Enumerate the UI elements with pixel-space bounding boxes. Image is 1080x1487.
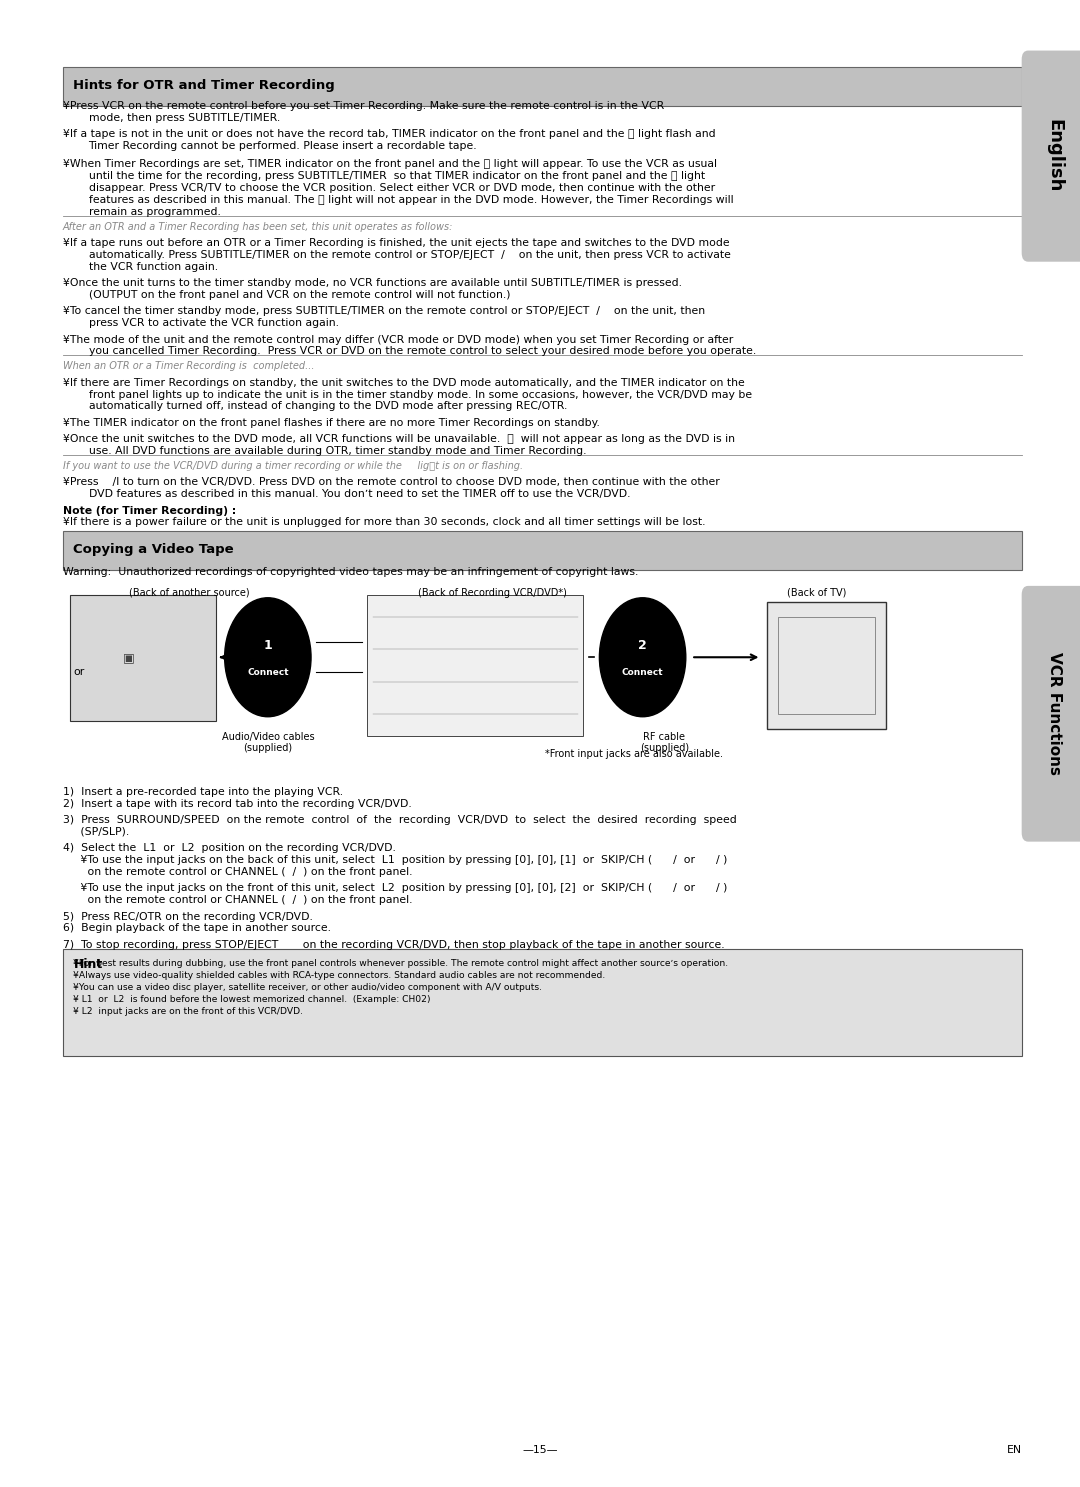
Text: After an OTR and a Timer Recording has been set, this unit operates as follows:: After an OTR and a Timer Recording has b… (63, 222, 453, 232)
Text: ¥To cancel the timer standby mode, press SUBTITLE/TIMER on the remote control or: ¥To cancel the timer standby mode, press… (63, 306, 705, 317)
Text: Hints for OTR and Timer Recording: Hints for OTR and Timer Recording (73, 79, 335, 92)
Text: press VCR to activate the VCR function again.: press VCR to activate the VCR function a… (89, 318, 338, 329)
Text: on the remote control or CHANNEL (  /  ) on the front panel.: on the remote control or CHANNEL ( / ) o… (63, 895, 413, 906)
Text: ¥If there is a power failure or the unit is unplugged for more than 30 seconds, : ¥If there is a power failure or the unit… (63, 517, 705, 528)
Text: ¥For best results during dubbing, use the front panel controls whenever possible: ¥For best results during dubbing, use th… (73, 959, 729, 968)
Text: (Back of Recording VCR/DVD*): (Back of Recording VCR/DVD*) (418, 587, 567, 598)
Text: RF cable
(supplied): RF cable (supplied) (639, 732, 689, 754)
Text: (Back of TV): (Back of TV) (787, 587, 846, 598)
Text: on the remote control or CHANNEL (  /  ) on the front panel.: on the remote control or CHANNEL ( / ) o… (63, 867, 413, 877)
Text: 2)  Insert a tape with its record tab into the recording VCR/DVD.: 2) Insert a tape with its record tab int… (63, 799, 411, 809)
Circle shape (225, 598, 311, 717)
Text: 2: 2 (638, 639, 647, 651)
Bar (63, 949, 1022, 1056)
Text: ▣: ▣ (123, 651, 134, 665)
Text: remain as programmed.: remain as programmed. (89, 207, 220, 217)
Text: the VCR function again.: the VCR function again. (89, 262, 218, 272)
Text: ¥ L1  or  L2  is found before the lowest memorized channel.  (Example: CH02): ¥ L1 or L2 is found before the lowest me… (73, 995, 431, 1004)
Text: ¥Press VCR on the remote control before you set Timer Recording. Make sure the r: ¥Press VCR on the remote control before … (63, 101, 664, 112)
Text: 4)  Select the  L1  or  L2  position on the recording VCR/DVD.: 4) Select the L1 or L2 position on the r… (63, 843, 395, 854)
Text: mode, then press SUBTITLE/TIMER.: mode, then press SUBTITLE/TIMER. (89, 113, 280, 123)
Text: DVD features as described in this manual. You donʼt need to set the TIMER off to: DVD features as described in this manual… (89, 489, 630, 500)
Text: ¥When Timer Recordings are set, TIMER indicator on the front panel and the ⓢ lig: ¥When Timer Recordings are set, TIMER in… (63, 159, 717, 170)
Text: English: English (1045, 119, 1063, 193)
Bar (778, 617, 875, 714)
Bar (63, 67, 1022, 106)
Text: until the time for the recording, press SUBTITLE/TIMER  so that TIMER indicator : until the time for the recording, press … (89, 171, 704, 181)
Text: Connect: Connect (247, 668, 288, 677)
Text: If you want to use the VCR/DVD during a timer recording or while the     ligⓢt i: If you want to use the VCR/DVD during a … (63, 461, 523, 471)
Text: When an OTR or a Timer Recording is  completed...: When an OTR or a Timer Recording is comp… (63, 361, 314, 372)
Text: EN: EN (1007, 1445, 1022, 1454)
Text: 1)  Insert a pre-recorded tape into the playing VCR.: 1) Insert a pre-recorded tape into the p… (63, 787, 342, 797)
Text: 7)  To stop recording, press STOP/EJECT       on the recording VCR/DVD, then sto: 7) To stop recording, press STOP/EJECT o… (63, 940, 725, 950)
Text: Hint: Hint (73, 958, 103, 971)
Text: 3)  Press  SURROUND/SPEED  on the remote  control  of  the  recording  VCR/DVD  : 3) Press SURROUND/SPEED on the remote co… (63, 815, 737, 825)
Text: 6)  Begin playback of the tape in another source.: 6) Begin playback of the tape in another… (63, 923, 330, 934)
Text: Timer Recording cannot be performed. Please insert a recordable tape.: Timer Recording cannot be performed. Ple… (89, 141, 477, 152)
Bar (767, 602, 886, 729)
Text: you cancelled Timer Recording.  Press VCR or DVD on the remote control to select: you cancelled Timer Recording. Press VCR… (89, 346, 756, 357)
Text: disappear. Press VCR/TV to choose the VCR position. Select either VCR or DVD mod: disappear. Press VCR/TV to choose the VC… (89, 183, 715, 193)
Text: ¥You can use a video disc player, satellite receiver, or other audio/video compo: ¥You can use a video disc player, satell… (73, 983, 542, 992)
Text: (Back of another source): (Back of another source) (129, 587, 249, 598)
Text: use. All DVD functions are available during OTR, timer standby mode and Timer Re: use. All DVD functions are available dur… (89, 446, 586, 457)
Text: Warning:  Unauthorized recordings of copyrighted video tapes may be an infringem: Warning: Unauthorized recordings of copy… (63, 567, 638, 577)
Circle shape (599, 598, 686, 717)
Text: Audio/Video cables
(supplied): Audio/Video cables (supplied) (221, 732, 314, 754)
Text: ¥If a tape runs out before an OTR or a Timer Recording is finished, the unit eje: ¥If a tape runs out before an OTR or a T… (63, 238, 729, 248)
Text: ¥Press    ∕I to turn on the VCR/DVD. Press DVD on the remote control to choose D: ¥Press ∕I to turn on the VCR/DVD. Press … (63, 477, 719, 488)
Text: Copying a Video Tape: Copying a Video Tape (73, 543, 234, 556)
FancyBboxPatch shape (1022, 51, 1080, 262)
Text: ¥To use the input jacks on the front of this unit, select  L2  position by press: ¥To use the input jacks on the front of … (63, 883, 727, 894)
Text: features as described in this manual. The ⓢ light will not appear in the DVD mod: features as described in this manual. Th… (89, 195, 733, 205)
Text: automatically turned off, instead of changing to the DVD mode after pressing REC: automatically turned off, instead of cha… (89, 401, 567, 412)
FancyBboxPatch shape (1022, 586, 1080, 842)
Text: 1: 1 (264, 639, 272, 651)
Text: ¥Once the unit turns to the timer standby mode, no VCR functions are available u: ¥Once the unit turns to the timer standb… (63, 278, 681, 288)
Text: automatically. Press SUBTITLE/TIMER on the remote control or STOP/EJECT  ∕    on: automatically. Press SUBTITLE/TIMER on t… (89, 250, 730, 260)
Text: *Front input jacks are also available.: *Front input jacks are also available. (545, 749, 724, 760)
Text: Connect: Connect (622, 668, 663, 677)
Text: 5)  Press REC/OTR on the recording VCR/DVD.: 5) Press REC/OTR on the recording VCR/DV… (63, 912, 312, 922)
Text: ¥ L2  input jacks are on the front of this VCR/DVD.: ¥ L2 input jacks are on the front of thi… (73, 1007, 303, 1016)
Text: ¥The mode of the unit and the remote control may differ (VCR mode or DVD mode) w: ¥The mode of the unit and the remote con… (63, 335, 733, 345)
Text: (SP/SLP).: (SP/SLP). (63, 827, 129, 837)
Text: —15—: —15— (523, 1445, 557, 1454)
Text: ¥If a tape is not in the unit or does not have the record tab, TIMER indicator o: ¥If a tape is not in the unit or does no… (63, 129, 715, 140)
Text: ¥To use the input jacks on the back of this unit, select  L1  position by pressi: ¥To use the input jacks on the back of t… (63, 855, 727, 865)
Text: Note (for Timer Recording) :: Note (for Timer Recording) : (63, 506, 235, 516)
Text: VCR Functions: VCR Functions (1047, 653, 1062, 775)
Text: ¥Once the unit switches to the DVD mode, all VCR functions will be unavailable. : ¥Once the unit switches to the DVD mode,… (63, 434, 734, 445)
Text: (OUTPUT on the front panel and VCR on the remote control will not function.): (OUTPUT on the front panel and VCR on th… (89, 290, 510, 300)
Text: ¥The TIMER indicator on the front panel flashes if there are no more Timer Recor: ¥The TIMER indicator on the front panel … (63, 418, 599, 428)
Bar (367, 595, 583, 736)
Bar (63, 531, 1022, 570)
Text: ¥If there are Timer Recordings on standby, the unit switches to the DVD mode aut: ¥If there are Timer Recordings on standb… (63, 378, 744, 388)
Text: ¥Always use video-quality shielded cables with RCA-type connectors. Standard aud: ¥Always use video-quality shielded cable… (73, 971, 606, 980)
Text: or: or (73, 668, 84, 677)
Text: front panel lights up to indicate the unit is in the timer standby mode. In some: front panel lights up to indicate the un… (89, 390, 752, 400)
Bar (70, 595, 216, 721)
